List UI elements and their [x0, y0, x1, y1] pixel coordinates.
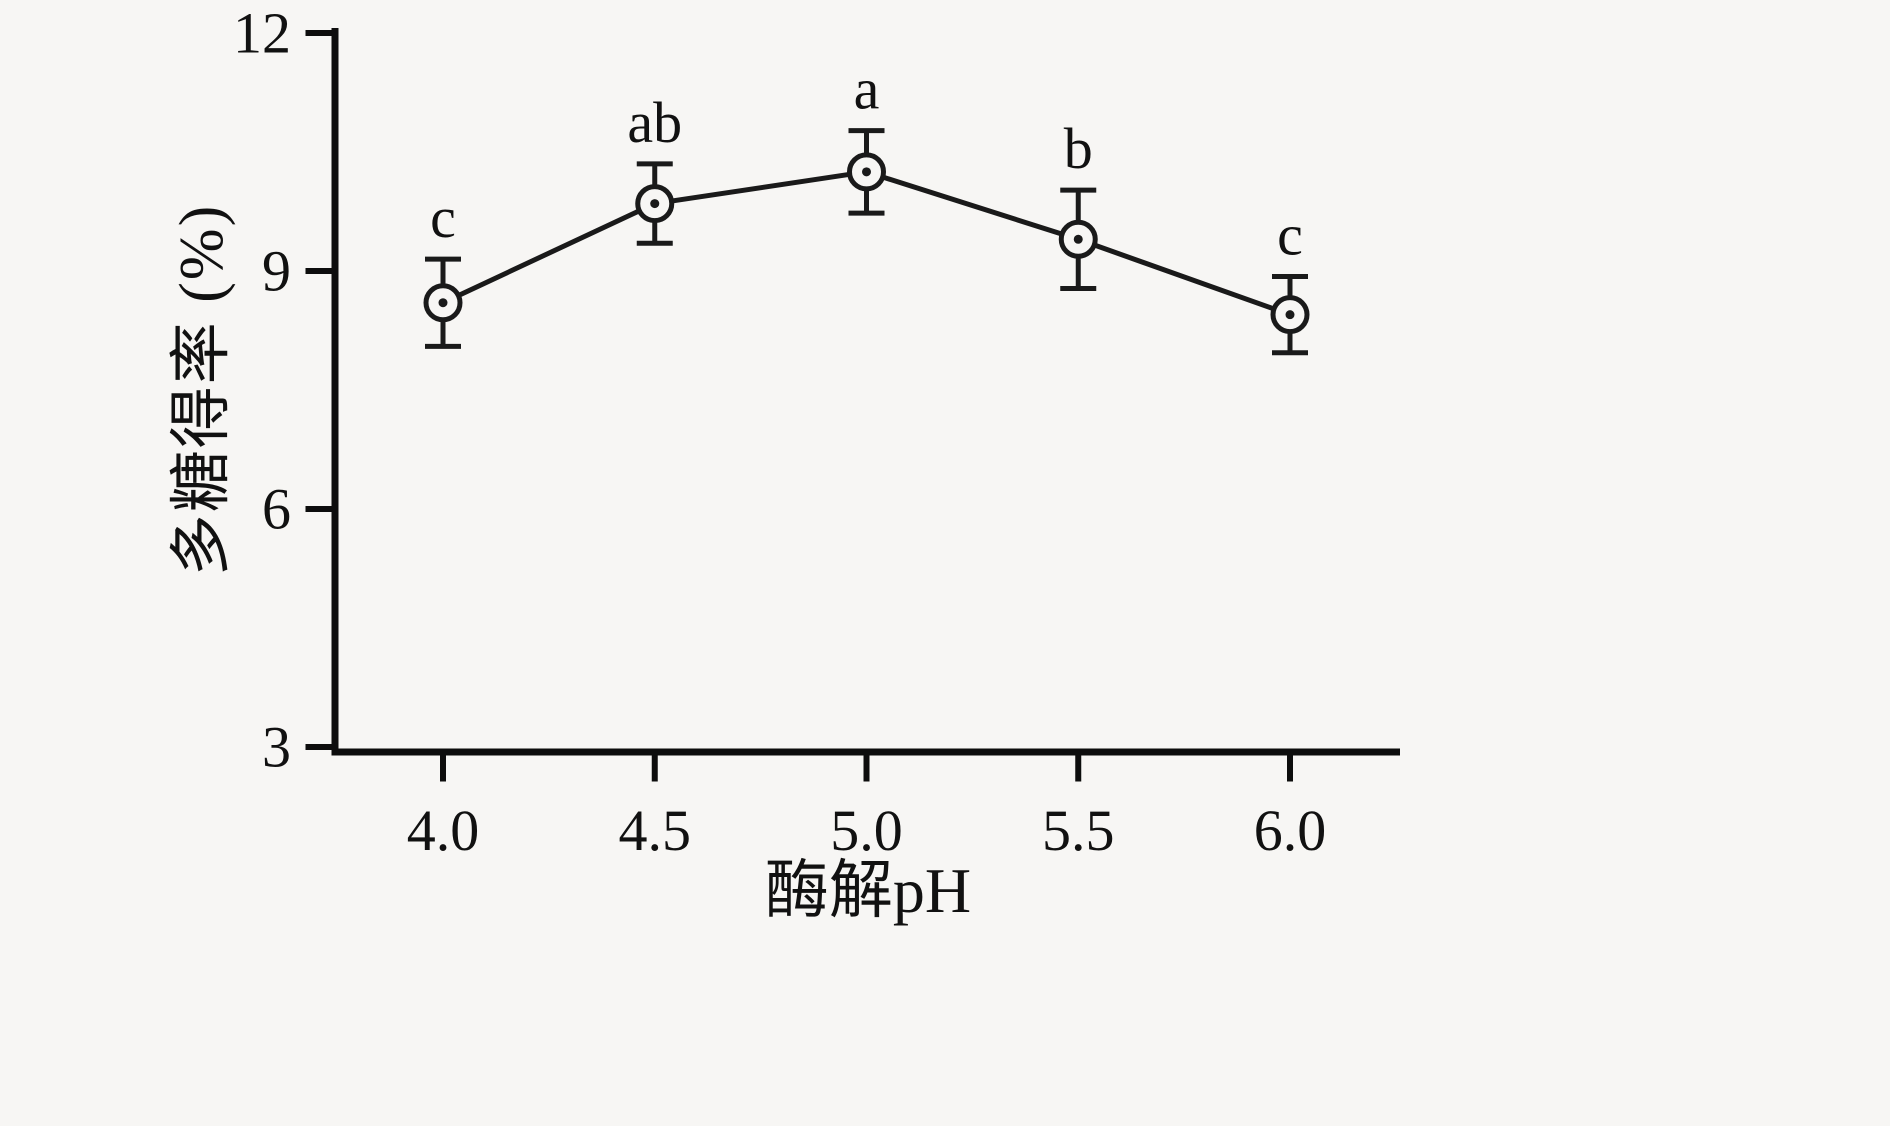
y-axis-label: 多糖得率 (%) [168, 203, 236, 577]
data-point-center-dot [1073, 234, 1083, 244]
x-tick-label: 5.0 [830, 798, 903, 863]
data-point-center-dot [1285, 310, 1295, 320]
x-ticks: 4.0 4.5 5.0 5.5 6.0 [407, 755, 1327, 863]
x-tick-label: 5.5 [1042, 798, 1115, 863]
significance-letter: ab [627, 90, 682, 155]
data-points [423, 152, 1310, 335]
significance-letter: c [430, 185, 456, 250]
x-tick-label: 6.0 [1254, 798, 1327, 863]
x-tick-label: 4.0 [407, 798, 480, 863]
data-point-center-dot [862, 167, 871, 177]
significance-letter: c [1277, 203, 1303, 268]
y-ticks: 3 6 9 12 [233, 1, 335, 780]
data-point-center-dot [438, 298, 448, 308]
significance-letter: b [1064, 116, 1093, 181]
y-tick-label: 9 [262, 239, 291, 304]
x-tick-label: 4.5 [619, 798, 692, 863]
x-axis-label: 酶解pH [764, 855, 972, 926]
y-tick-label: 3 [262, 715, 291, 780]
y-tick-label: 6 [262, 477, 291, 542]
y-tick-label: 12 [233, 1, 291, 66]
data-point-center-dot [650, 199, 660, 209]
significance-letter: a [854, 57, 880, 122]
